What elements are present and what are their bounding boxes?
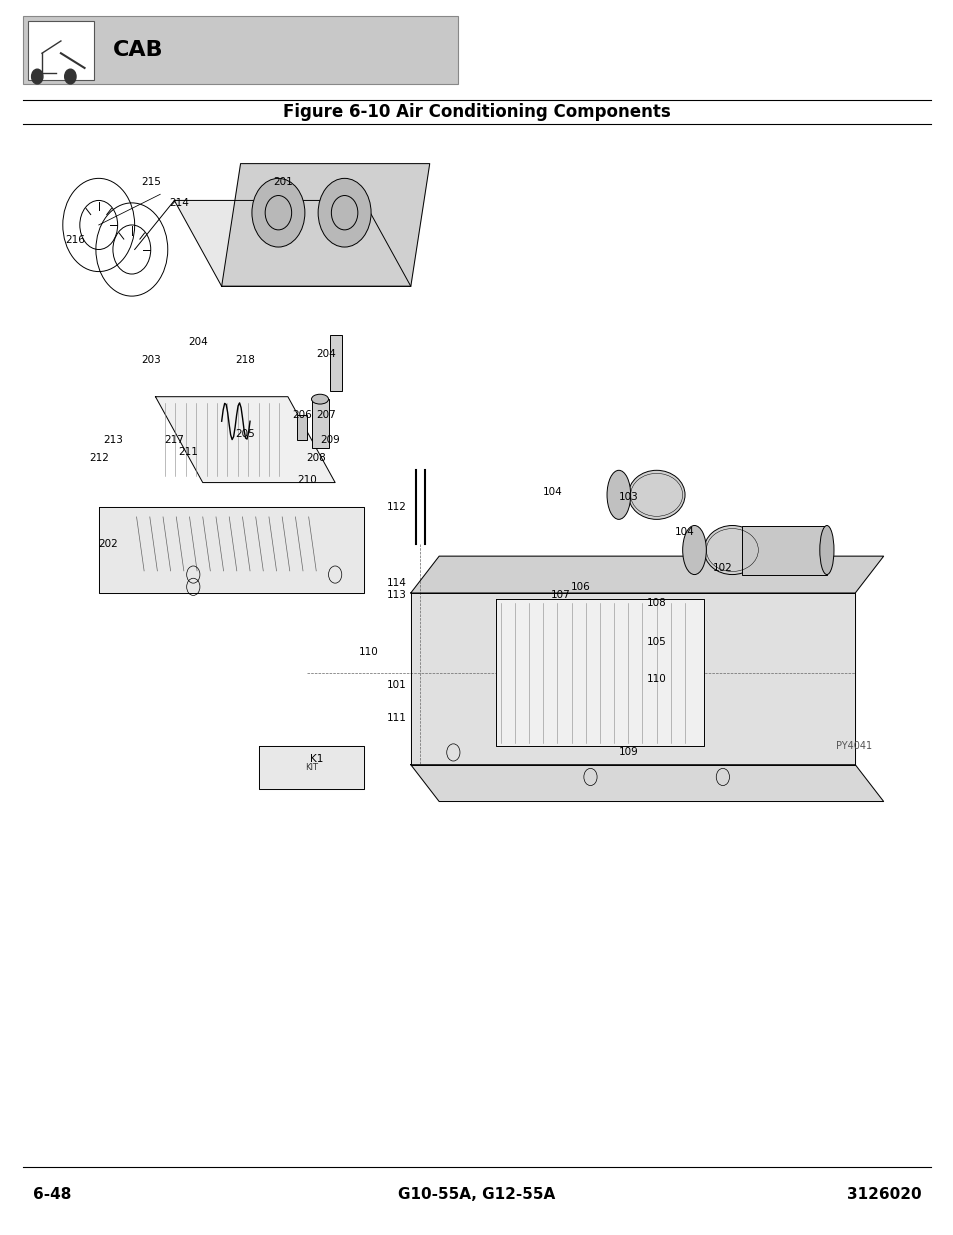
Bar [330, 336, 341, 390]
Text: 114: 114 [386, 578, 406, 588]
Bar [312, 399, 328, 448]
Polygon shape [496, 599, 703, 746]
Polygon shape [155, 396, 335, 483]
Circle shape [31, 69, 43, 84]
Text: 110: 110 [358, 647, 377, 657]
Text: Figure 6-10 Air Conditioning Components: Figure 6-10 Air Conditioning Components [283, 103, 670, 121]
Polygon shape [411, 593, 855, 764]
Polygon shape [411, 764, 882, 802]
Polygon shape [411, 556, 882, 593]
Text: 212: 212 [89, 453, 109, 463]
Text: 102: 102 [712, 563, 732, 573]
Ellipse shape [628, 471, 684, 520]
Text: 210: 210 [296, 475, 316, 485]
Text: 205: 205 [235, 429, 254, 438]
Ellipse shape [703, 526, 760, 574]
Text: 107: 107 [550, 590, 570, 600]
Text: 109: 109 [618, 747, 638, 757]
Text: 110: 110 [646, 674, 666, 684]
Text: 218: 218 [235, 354, 255, 364]
Text: 211: 211 [178, 447, 198, 457]
Circle shape [252, 178, 305, 247]
Text: 213: 213 [103, 435, 123, 445]
FancyBboxPatch shape [23, 16, 457, 84]
Text: 111: 111 [386, 713, 406, 722]
Text: 106: 106 [571, 582, 590, 592]
Circle shape [65, 69, 76, 84]
Text: PY4041: PY4041 [836, 741, 872, 751]
Ellipse shape [819, 526, 833, 574]
Text: 208: 208 [306, 453, 326, 463]
Text: 105: 105 [646, 637, 666, 647]
Bar [741, 526, 826, 574]
Text: G10-55A, G12-55A: G10-55A, G12-55A [398, 1187, 555, 1202]
Text: 215: 215 [141, 177, 160, 186]
Circle shape [317, 178, 371, 247]
Polygon shape [174, 200, 411, 287]
Text: 207: 207 [315, 410, 335, 420]
Text: 108: 108 [646, 598, 666, 608]
Polygon shape [221, 163, 429, 287]
Text: 112: 112 [386, 503, 406, 513]
Text: 104: 104 [675, 526, 694, 537]
Text: 206: 206 [292, 410, 312, 420]
Text: 6-48: 6-48 [32, 1187, 71, 1202]
Text: 104: 104 [542, 488, 562, 498]
Bar [28, 21, 94, 80]
Text: 204: 204 [188, 336, 208, 347]
Text: 3126020: 3126020 [846, 1187, 921, 1202]
Text: 216: 216 [65, 235, 85, 245]
Text: K1: K1 [309, 753, 322, 763]
Text: 201: 201 [273, 177, 293, 186]
Text: KIT: KIT [305, 763, 317, 772]
Polygon shape [259, 746, 363, 789]
Text: 202: 202 [98, 538, 118, 548]
Ellipse shape [606, 471, 630, 520]
Text: 203: 203 [141, 354, 160, 364]
Text: 214: 214 [169, 198, 189, 207]
Text: 113: 113 [386, 590, 406, 600]
Ellipse shape [312, 394, 328, 404]
Ellipse shape [682, 526, 705, 574]
Text: 204: 204 [315, 348, 335, 358]
Text: 103: 103 [618, 493, 638, 503]
Text: CAB: CAB [112, 40, 163, 59]
Text: 217: 217 [164, 435, 184, 445]
Polygon shape [98, 508, 363, 593]
Text: 101: 101 [386, 680, 406, 690]
Bar [297, 415, 307, 440]
Text: 209: 209 [320, 435, 340, 445]
